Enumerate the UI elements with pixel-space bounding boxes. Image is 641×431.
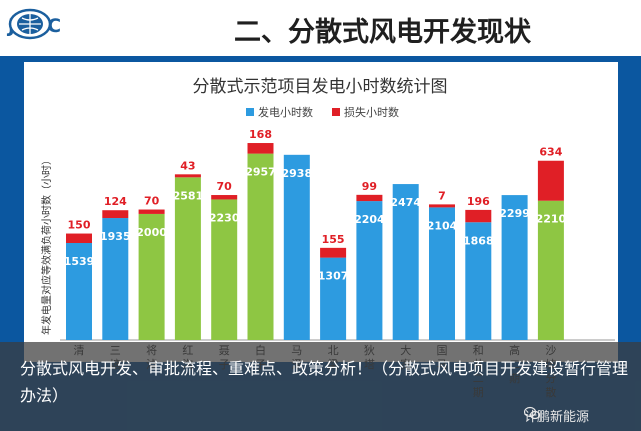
data-label-generation: 2204 [354, 213, 385, 226]
bar-generation [102, 218, 129, 340]
bar-generation [174, 177, 201, 340]
legend-label-loss: 损失小时数 [344, 105, 399, 119]
data-label-generation: 2938 [281, 167, 312, 180]
data-label-loss: 196 [467, 195, 490, 208]
chart-title: 分散式示范项目发电小时数统计图 [193, 77, 448, 97]
data-label-loss: 155 [322, 233, 345, 246]
caption-text: 分散式风电开发、审批流程、重难点、政策分析！（分散式风电项目开发建设暂行管理办法… [20, 359, 629, 405]
bar-loss [356, 194, 383, 202]
bar-generation [392, 184, 419, 340]
legend-label-generation: 发电小时数 [258, 105, 313, 119]
data-label-generation: 1539 [64, 255, 95, 268]
data-label-loss: 70 [144, 195, 160, 208]
data-label-loss: 7 [438, 189, 446, 202]
data-label-loss: 634 [539, 146, 562, 159]
data-label-generation: 2299 [499, 207, 530, 220]
bar-loss [102, 210, 129, 219]
globe-logo-icon [8, 8, 52, 40]
data-label-generation: 2230 [209, 211, 240, 224]
bar-generation [247, 153, 274, 340]
bar-loss [138, 209, 165, 214]
data-label-generation: 1868 [463, 234, 494, 247]
legend-swatch-loss [332, 108, 340, 116]
data-label-generation: 2210 [536, 213, 567, 226]
y-axis-label: 年发电量对应等效满负荷小时数（小时） [40, 155, 53, 335]
data-label-loss: 150 [68, 219, 91, 232]
bar-generation [320, 257, 347, 340]
watermark-text: 计鹏新能源 [524, 410, 590, 425]
data-label-loss: 43 [180, 159, 195, 172]
data-label-loss: 168 [249, 128, 272, 141]
data-label-generation: 2474 [390, 196, 421, 209]
bar-loss [429, 204, 455, 208]
slide-header: JPIIC 二、分散式风电开发现状 [0, 0, 641, 56]
bar-loss [537, 160, 564, 201]
bar-generation [465, 222, 492, 340]
bar-loss [320, 247, 347, 258]
bar-loss [174, 174, 201, 178]
bar-generation [283, 154, 310, 340]
data-label-loss: 124 [104, 195, 127, 208]
data-label-generation: 2000 [136, 226, 167, 239]
bar-generation [66, 242, 92, 340]
data-label-generation: 2957 [245, 166, 276, 179]
page-title: 二、分散式风电开发现状 [234, 17, 531, 48]
bar-loss [66, 233, 92, 243]
caption-overlay [0, 342, 641, 431]
bar-generation [356, 201, 383, 340]
bar-generation [211, 199, 238, 340]
bar-loss [247, 143, 274, 154]
bar-generation [537, 200, 564, 340]
bar-generation [501, 195, 528, 340]
data-label-generation: 2104 [427, 219, 458, 232]
bar-loss [211, 195, 238, 200]
data-label-generation: 1935 [100, 230, 131, 243]
wechat-icon [524, 406, 540, 420]
data-label-loss: 99 [362, 180, 377, 193]
company-logo: JPIIC [8, 8, 62, 44]
bar-generation [429, 207, 455, 340]
data-label-generation: 2581 [173, 189, 204, 202]
data-label-generation: 1307 [318, 270, 349, 283]
data-label-loss: 70 [217, 180, 233, 193]
bar-generation [138, 213, 165, 340]
bar-loss [465, 209, 492, 223]
legend-swatch-generation [246, 108, 254, 116]
watermark: 计鹏新能源 [524, 406, 589, 425]
